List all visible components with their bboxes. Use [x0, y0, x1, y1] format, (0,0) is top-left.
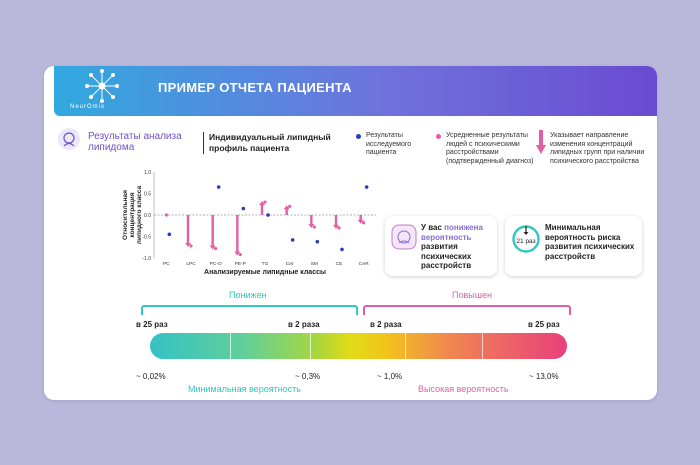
section-title: Результаты анализа липидома — [88, 131, 182, 153]
trend-arrow-head — [234, 251, 241, 256]
y-tick-label: 1.0 — [144, 170, 151, 176]
averaged-point — [312, 225, 316, 229]
scale-top-label: в 25 раз — [136, 320, 168, 329]
scale-bottom-tick: ~ 0,3% — [295, 372, 321, 381]
scale-top-label: в 2 раза — [370, 320, 402, 329]
legend-averaged-dot — [436, 134, 441, 139]
head-icon — [58, 128, 80, 150]
bar-divider — [230, 333, 231, 359]
scale-top-label: в 25 раз — [528, 320, 560, 329]
min-risk-text: Минимальная вероятность риска развития п… — [545, 223, 635, 261]
x-tick-label: PE-P — [235, 261, 246, 267]
averaged-point — [164, 213, 168, 217]
legend-arrow-icon — [536, 130, 546, 154]
trend-arrow — [285, 208, 288, 215]
min-probability-label: Минимальная вероятность — [188, 384, 301, 394]
trend-arrow-head — [283, 205, 290, 210]
y-tick-label: -0.5 — [142, 235, 151, 241]
divider — [203, 132, 204, 154]
trend-arrow-head — [357, 219, 364, 224]
trend-arrow-head — [209, 245, 216, 250]
averaged-point — [288, 204, 292, 208]
x-tick-label: PC-O — [210, 261, 222, 267]
trend-arrow — [211, 215, 214, 247]
high-probability-label: Высокая вероятность — [418, 384, 509, 394]
x-axis-label: Анализируемые липидные классы — [204, 269, 326, 276]
scale-top-label: в 2 раза — [288, 320, 320, 329]
scale-bottom-tick: ~ 13,0% — [529, 372, 559, 381]
probability-scale-bar — [150, 333, 567, 359]
averaged-point — [189, 244, 193, 248]
x-tick-label: PC — [163, 261, 170, 267]
x-tick-label: CE — [336, 261, 343, 267]
min-risk-card: 21 раз Минимальная вероятность риска раз… — [505, 216, 642, 276]
patient-point — [216, 185, 221, 189]
report-header: NeurOmix ПРИМЕР ОТЧЕТА ПАЦИЕНТА — [54, 66, 657, 116]
patient-point — [266, 213, 270, 217]
patient-point — [167, 232, 172, 237]
averaged-point — [214, 246, 218, 251]
y-axis-label: Относительнаяконцентрациялипидного класс… — [122, 185, 143, 244]
trend-arrow — [359, 215, 362, 221]
trend-arrow-head — [259, 201, 265, 206]
face-icon — [391, 224, 417, 250]
averaged-point — [337, 226, 341, 230]
scale-bottom-tick: ~ 1,0% — [377, 372, 403, 381]
trend-arrow-head — [333, 224, 339, 229]
lowered-bracket — [141, 305, 358, 315]
x-tick-label: LPC — [186, 261, 196, 267]
ratio-value: 21 раз — [516, 238, 536, 245]
raised-label: Повышен — [452, 290, 492, 300]
report-card: NeurOmix ПРИМЕР ОТЧЕТА ПАЦИЕНТА Результа… — [44, 66, 657, 400]
x-tick-label: TG — [262, 261, 269, 267]
risk-highlight: понижена вероятность — [421, 223, 483, 242]
ratio-circle-icon — [512, 225, 540, 253]
trend-arrow-head — [308, 224, 315, 229]
bar-divider — [405, 333, 406, 359]
legend-arrow-label: Указывает направление изменения концентр… — [550, 132, 645, 165]
risk-info-card: У вас понижена вероятность развития псих… — [385, 216, 497, 276]
profile-title: Индивидуальный липидный профиль пациента — [209, 132, 331, 153]
patient-point — [340, 247, 344, 252]
lipid-chart: 1.0 0.5 0.0 -0.5 -1.0 Относительнаяконцентрац… — [122, 170, 376, 276]
bar-divider — [482, 333, 483, 359]
x-tick-label: CAR — [359, 261, 370, 267]
neuromix-logo-icon — [85, 69, 119, 103]
trend-arrow — [186, 215, 190, 244]
averaged-point — [263, 200, 267, 204]
patient-point — [364, 185, 369, 189]
legend-patient-dot — [356, 134, 361, 139]
patient-point — [315, 239, 320, 244]
x-tick-label: SM — [311, 261, 318, 267]
averaged-point — [238, 252, 242, 257]
y-tick-label: -1.0 — [142, 256, 151, 262]
lowered-label: Понижен — [229, 290, 267, 300]
bar-divider — [310, 333, 311, 359]
averaged-point — [362, 221, 366, 225]
logo-text: NeurOmix — [70, 104, 106, 110]
page-title: ПРИМЕР ОТЧЕТА ПАЦИЕНТА — [158, 80, 352, 95]
scale-bottom-tick: ~ 0,02% — [136, 372, 166, 381]
risk-info-text: У вас понижена вероятность развития псих… — [421, 223, 483, 270]
legend-patient-label: Результаты исследуемого пациента — [366, 132, 412, 156]
x-tick-label: Cer — [286, 261, 294, 267]
trend-arrow — [310, 215, 313, 226]
trend-arrow — [334, 215, 338, 226]
raised-bracket — [363, 305, 571, 315]
trend-arrow — [236, 215, 239, 253]
patient-point — [241, 206, 246, 211]
legend-averaged-label: Усредненные результаты людей с психическ… — [446, 132, 534, 165]
y-tick-label: 0.5 — [144, 192, 151, 198]
patient-point — [290, 238, 295, 242]
trend-arrow — [260, 204, 264, 215]
y-tick-label: 0.0 — [144, 213, 151, 219]
trend-arrow-head — [185, 242, 191, 247]
